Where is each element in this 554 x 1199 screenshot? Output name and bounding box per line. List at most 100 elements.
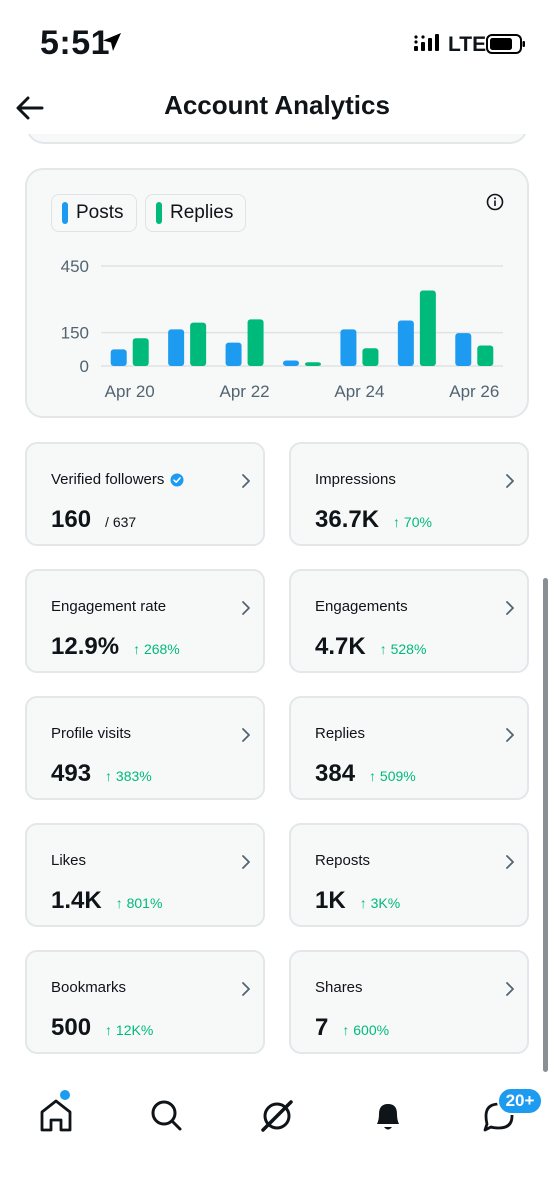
x-tick-label: Apr 26 xyxy=(449,382,499,401)
stat-change: ↑ 383% xyxy=(105,768,152,784)
stat-value-row: 500 ↑ 12K% xyxy=(51,1014,153,1042)
posts-bar[interactable] xyxy=(397,320,414,366)
stat-label-wrap: Engagement rate xyxy=(51,598,166,615)
replies-bar[interactable] xyxy=(247,319,264,366)
replies-bar[interactable] xyxy=(477,345,494,366)
replies-bar[interactable] xyxy=(305,362,321,366)
replies-bar[interactable] xyxy=(132,338,149,366)
stat-card[interactable]: Engagements 4.7K ↑ 528% xyxy=(289,569,529,673)
stat-change: ↑ 70% xyxy=(393,514,432,530)
stat-change: ↑ 3K% xyxy=(359,895,401,911)
tab-bar xyxy=(0,1080,554,1150)
legend-posts[interactable]: Posts xyxy=(51,194,137,232)
replies-bar[interactable] xyxy=(362,348,379,366)
chevron-right-icon xyxy=(506,601,514,615)
messages-badge: 20+ xyxy=(497,1087,543,1115)
legend-posts-label: Posts xyxy=(76,202,124,223)
posts-bar[interactable] xyxy=(225,342,242,366)
info-icon[interactable] xyxy=(485,192,505,212)
bell-icon[interactable] xyxy=(362,1090,414,1142)
stat-label-wrap: Likes xyxy=(51,852,86,869)
stat-card[interactable]: Likes 1.4K ↑ 801% xyxy=(25,823,265,927)
stat-label-wrap: Engagements xyxy=(315,598,408,615)
stat-change: ↑ 509% xyxy=(369,768,416,784)
stat-label: Profile visits xyxy=(51,725,132,742)
stat-card[interactable]: Profile visits 493 ↑ 383% xyxy=(25,696,265,800)
signal-icon xyxy=(414,34,439,51)
legend-replies[interactable]: Replies xyxy=(145,194,247,232)
replies-bar[interactable] xyxy=(190,322,207,366)
stat-value: 7 xyxy=(315,1014,329,1041)
stat-value-row: 36.7K ↑ 70% xyxy=(315,506,432,534)
header-background xyxy=(0,82,554,134)
home-icon[interactable] xyxy=(30,1090,82,1142)
verified-badge-icon xyxy=(170,473,184,486)
stat-card[interactable]: Verified followers 160 / 637 xyxy=(25,442,265,546)
posts-swatch xyxy=(62,202,68,224)
y-tick-label: 0 xyxy=(80,357,89,376)
stat-value-row: 1.4K ↑ 801% xyxy=(51,887,162,915)
stat-label: Reposts xyxy=(315,852,371,869)
posts-bar[interactable] xyxy=(168,329,185,366)
y-tick-label: 450 xyxy=(61,257,89,276)
stat-value: 4.7K xyxy=(315,633,366,660)
replies-bar[interactable] xyxy=(419,290,436,366)
x-tick-label: Apr 24 xyxy=(334,382,384,401)
grok-icon[interactable] xyxy=(251,1090,303,1142)
back-arrow-icon[interactable] xyxy=(14,92,46,124)
stat-card[interactable]: Reposts 1K ↑ 3K% xyxy=(289,823,529,927)
stat-label-wrap: Impressions xyxy=(315,471,396,488)
stat-label: Replies xyxy=(315,725,366,742)
chevron-right-icon xyxy=(506,474,514,488)
replies-swatch xyxy=(156,202,162,224)
stat-label: Bookmarks xyxy=(51,979,127,996)
bar-chart: 0 150 450 Apr 20 Apr 22 Apr 24 Apr 26 xyxy=(61,257,503,401)
chevron-right-icon xyxy=(506,982,514,996)
stat-label: Likes xyxy=(51,852,87,869)
x-tick-label: Apr 20 xyxy=(105,382,155,401)
search-icon[interactable] xyxy=(140,1090,192,1142)
stat-change: ↑ 268% xyxy=(133,641,180,657)
stat-label-wrap: Profile visits xyxy=(51,725,131,742)
stat-label-wrap: Replies xyxy=(315,725,365,742)
posts-bar[interactable] xyxy=(340,329,357,366)
chevron-right-icon xyxy=(242,601,250,615)
chart-card: Posts Replies 0 150 450 Apr 20 Apr 22 Apr 24 A… xyxy=(25,168,529,418)
scrollbar[interactable] xyxy=(543,578,548,1072)
chevron-right-icon xyxy=(242,855,250,869)
status-bar: 5:51 LTE xyxy=(0,0,554,80)
stat-value: 384 xyxy=(315,760,356,787)
chevron-right-icon xyxy=(506,728,514,742)
stat-value: 12.9% xyxy=(51,633,120,660)
page-title: Account Analytics xyxy=(164,90,390,120)
stat-value: 500 xyxy=(51,1014,92,1041)
chevron-right-icon xyxy=(242,728,250,742)
posts-bar[interactable] xyxy=(455,333,472,366)
stat-change: ↑ 801% xyxy=(115,895,163,911)
stat-card[interactable]: Impressions 36.7K ↑ 70% xyxy=(289,442,529,546)
stat-value: 493 xyxy=(51,760,92,787)
stat-change: ↑ 12K% xyxy=(105,1022,154,1038)
stat-change: ↑ 600% xyxy=(342,1022,390,1038)
stat-label-wrap: Bookmarks xyxy=(51,979,126,996)
posts-bar[interactable] xyxy=(110,349,127,366)
status-time: 5:51 xyxy=(40,24,111,62)
y-tick-label: 150 xyxy=(61,324,89,343)
stat-label: Engagements xyxy=(315,598,408,615)
stat-card[interactable]: Replies 384 ↑ 509% xyxy=(289,696,529,800)
legend-replies-label: Replies xyxy=(170,202,234,223)
posts-bar[interactable] xyxy=(283,360,299,366)
x-tick-label: Apr 22 xyxy=(220,382,270,401)
stat-value: 1K xyxy=(315,887,346,914)
header: Account Analytics xyxy=(0,82,554,134)
stat-label-wrap: Verified followers xyxy=(51,471,184,488)
stat-value-row: 12.9% ↑ 268% xyxy=(51,633,180,661)
location-arrow-icon xyxy=(103,33,121,51)
stat-card[interactable]: Bookmarks 500 ↑ 12K% xyxy=(25,950,265,1054)
stat-label: Impressions xyxy=(315,471,396,488)
stat-card[interactable]: Shares 7 ↑ 600% xyxy=(289,950,529,1054)
stat-label: Shares xyxy=(315,979,363,996)
stat-value: 160 xyxy=(51,506,92,533)
stat-card[interactable]: Engagement rate 12.9% ↑ 268% xyxy=(25,569,265,673)
chevron-right-icon xyxy=(242,982,250,996)
